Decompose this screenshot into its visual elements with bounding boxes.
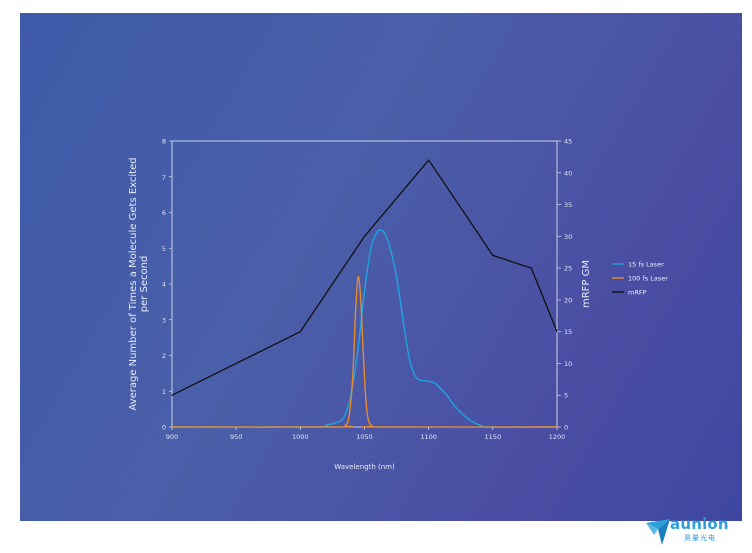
legend-label-100-fs-laser: 100 fs Laser — [628, 274, 668, 282]
logo-wordmark: aunion — [670, 515, 729, 533]
x-tick-label: 900 — [166, 433, 178, 441]
y-right-tick-label: 5 — [564, 392, 568, 400]
x-tick-label: 1000 — [292, 433, 309, 441]
x-tick-label: 1200 — [549, 433, 566, 441]
y-left-tick-label: 4 — [162, 281, 166, 289]
y-right-tick-label: 20 — [564, 296, 572, 304]
aunion-logo-icon — [646, 519, 670, 545]
y-right-tick-label: 25 — [564, 265, 572, 273]
series-line-100-fs-laser — [171, 275, 558, 428]
x-axis-title: Wavelength (nm) — [334, 463, 395, 471]
brand-logo: aunion 昊量光电 — [640, 515, 750, 551]
y-right-tick-label: 40 — [564, 169, 572, 177]
x-tick-label: 950 — [230, 433, 242, 441]
y-right-tick-label: 30 — [564, 233, 572, 241]
y-left-tick-label: 6 — [162, 209, 166, 217]
y-left-tick-label: 5 — [162, 245, 166, 253]
y-right-axis-title: mRFP GM — [581, 260, 592, 308]
x-tick-label: 1100 — [420, 433, 437, 441]
legend-label-15-fs-laser: 15 fs Laser — [628, 260, 664, 268]
y-left-tick-label: 7 — [162, 173, 166, 181]
x-tick-label: 1150 — [485, 433, 502, 441]
series-line-15-fs-laser — [171, 229, 558, 428]
y-left-tick-label: 1 — [162, 388, 166, 396]
y-left-tick-label: 2 — [162, 352, 166, 360]
y-right-tick-label: 15 — [564, 328, 572, 336]
logo-subtitle: 昊量光电 — [684, 534, 716, 542]
y-left-tick-label: 0 — [162, 424, 166, 432]
series-line-mrfp — [171, 159, 558, 396]
y-left-axis-title: Average Number of Times a Molecule Gets … — [128, 157, 150, 410]
legend-label-mrfp: mRFP — [628, 288, 647, 296]
y-right-tick-label: 10 — [564, 360, 572, 368]
y-right-tick-label: 45 — [564, 138, 572, 146]
y-right-tick-label: 35 — [564, 201, 572, 209]
y-left-tick-label: 8 — [162, 138, 166, 146]
chart-panel — [20, 13, 742, 521]
y-left-tick-label: 3 — [162, 316, 166, 324]
y-right-tick-label: 0 — [564, 424, 568, 432]
x-tick-label: 1050 — [356, 433, 373, 441]
